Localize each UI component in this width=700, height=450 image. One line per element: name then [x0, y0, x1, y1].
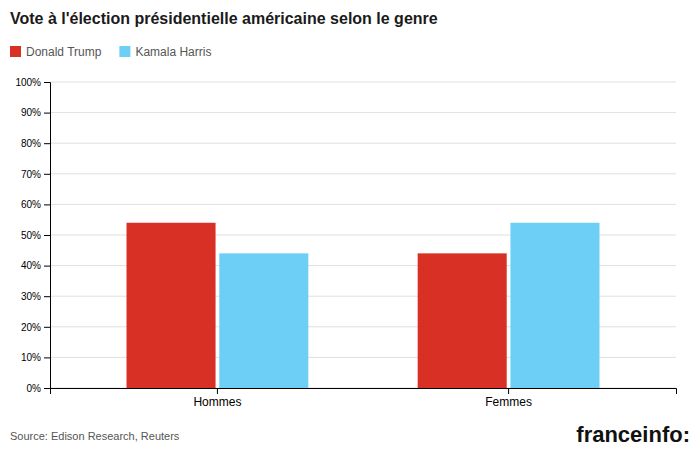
bar	[127, 223, 216, 388]
x-tick-label: Hommes	[193, 395, 241, 409]
y-axis: 0% 10% 20% 30% 40% 50% 60% 70% 80% 90% 100%	[15, 77, 50, 394]
x-tick-mark	[217, 388, 218, 394]
y-tick-mark	[44, 266, 50, 267]
y-tick-mark	[44, 235, 50, 236]
y-tick-mark	[44, 388, 50, 389]
legend-item: Donald Trump	[10, 45, 102, 59]
y-tick-label: 60%	[21, 199, 41, 210]
y-tick-mark	[44, 204, 50, 205]
y-tick-label: 80%	[21, 138, 41, 149]
grid-line	[50, 143, 676, 144]
y-tick-label: 50%	[21, 230, 41, 241]
legend-label: Donald Trump	[26, 45, 102, 59]
source-note: Source: Edison Research, Reuters	[10, 430, 180, 442]
y-tick: 70%	[21, 169, 50, 180]
grid-line	[50, 173, 676, 174]
y-tick-mark	[44, 143, 50, 144]
brand-note: franceinfo:	[576, 422, 690, 447]
x-tick-mark	[508, 388, 509, 394]
y-tick-label: 20%	[21, 322, 41, 333]
legend: Donald Trump Kamala Harris	[10, 45, 211, 59]
y-tick: 40%	[21, 260, 50, 271]
y-tick-label: 100%	[15, 77, 41, 88]
title: Vote à l'élection présidentielle américa…	[10, 10, 438, 27]
y-tick: 90%	[21, 107, 50, 118]
y-tick: 60%	[21, 199, 50, 210]
y-tick: 30%	[21, 291, 50, 302]
y-tick-mark	[44, 357, 50, 358]
x-axis: Hommes Femmes	[51, 388, 677, 409]
x-tick: Hommes	[193, 388, 241, 409]
y-tick-mark	[44, 113, 50, 114]
bars	[127, 223, 600, 388]
y-tick: 0%	[27, 383, 50, 394]
y-tick-label: 30%	[21, 291, 41, 302]
bar	[418, 253, 507, 388]
grid	[50, 82, 676, 388]
grid-line	[50, 204, 676, 205]
y-tick-mark	[44, 174, 50, 175]
y-tick-label: 70%	[21, 169, 41, 180]
y-tick: 50%	[21, 230, 50, 241]
legend-item: Kamala Harris	[119, 45, 211, 59]
y-tick-mark	[44, 327, 50, 328]
y-tick: 20%	[21, 322, 50, 333]
chart: Vote à l'élection présidentielle américa…	[0, 0, 700, 450]
bar	[510, 223, 599, 388]
y-tick: 10%	[21, 352, 50, 363]
y-tick-mark	[44, 296, 50, 297]
y-axis-line	[44, 83, 51, 389]
y-tick-label: 10%	[21, 352, 41, 363]
y-tick-label: 40%	[21, 260, 41, 271]
plot: 0% 10% 20% 30% 40% 50% 60% 70% 80% 90% 100% Hommes F…	[15, 77, 676, 409]
y-tick-label: 90%	[21, 107, 41, 118]
x-tick: Femmes	[485, 388, 532, 409]
legend-label: Kamala Harris	[135, 45, 211, 59]
y-tick: 100%	[15, 77, 50, 88]
y-tick: 80%	[21, 138, 50, 149]
x-axis-line	[51, 389, 677, 395]
grid-line	[50, 112, 676, 113]
y-tick-label: 0%	[27, 383, 42, 394]
bar	[219, 253, 308, 388]
legend-swatch	[10, 46, 21, 57]
grid-line	[50, 82, 676, 83]
legend-swatch	[119, 46, 130, 57]
x-tick-label: Femmes	[485, 395, 532, 409]
y-tick-mark	[44, 82, 50, 83]
